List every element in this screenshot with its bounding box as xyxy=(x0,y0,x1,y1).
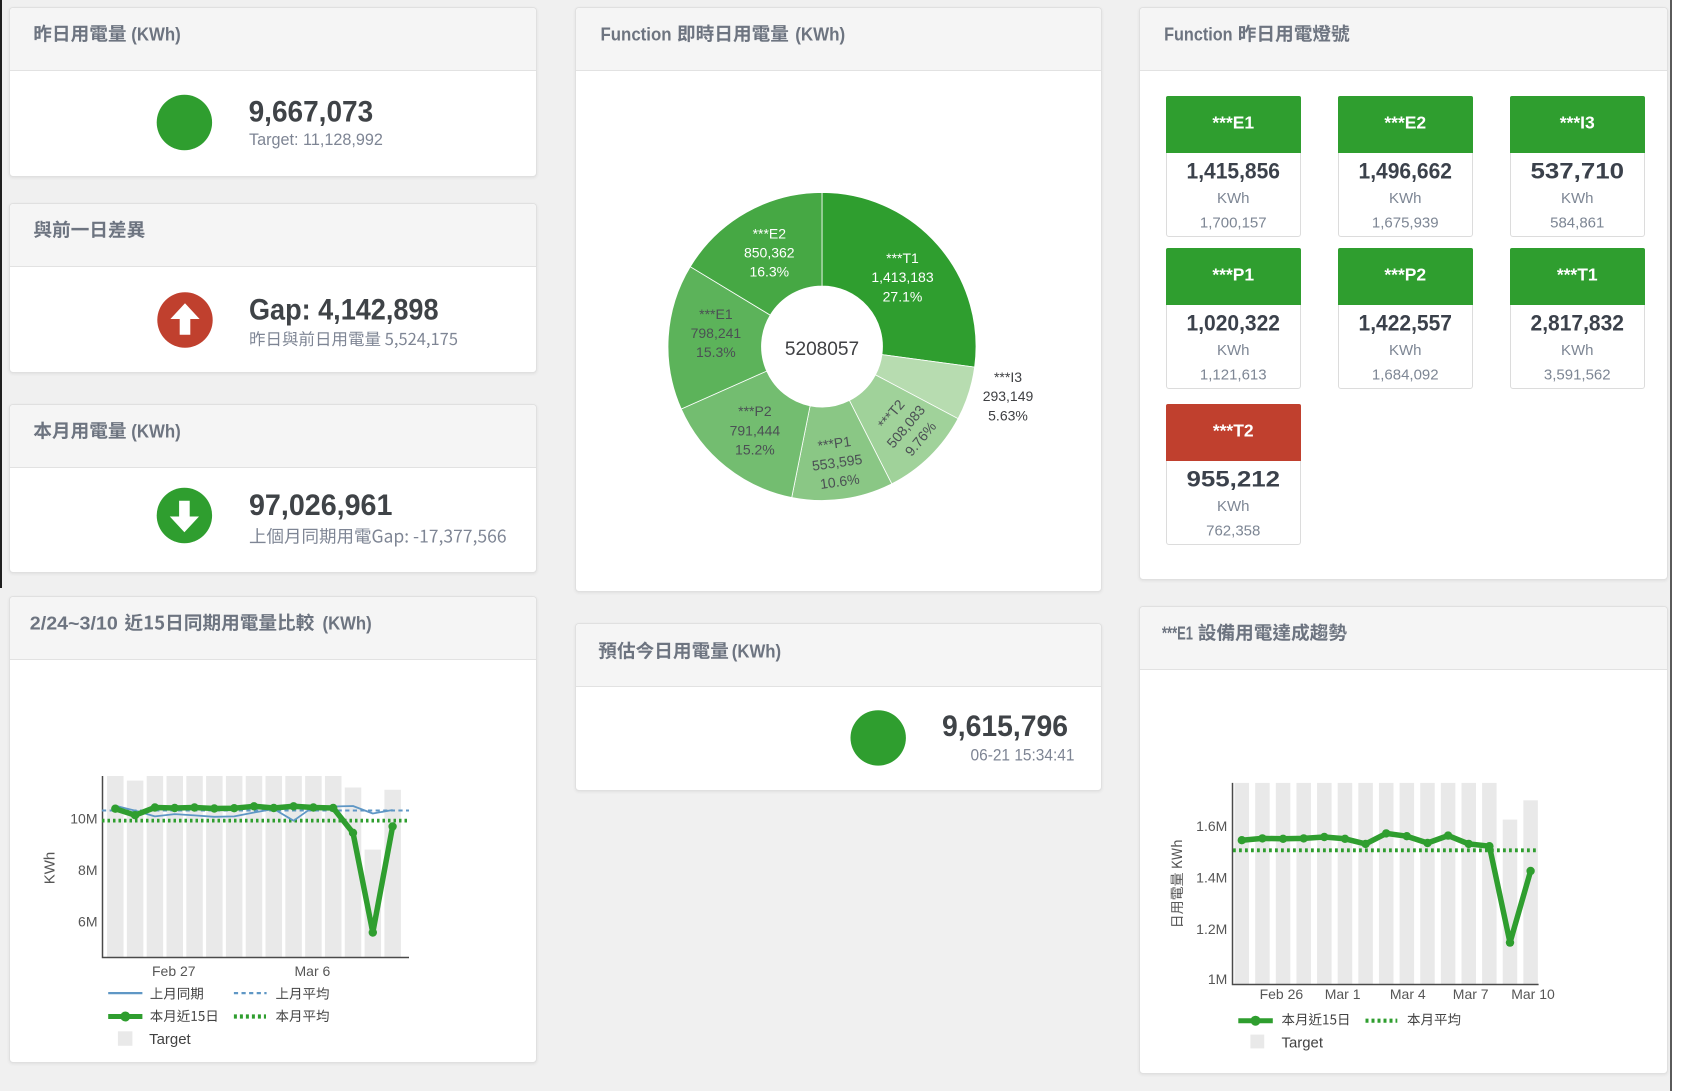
svg-text:1,684,092: 1,684,092 xyxy=(1372,366,1439,383)
svg-text:KWh: KWh xyxy=(1389,342,1422,359)
svg-text:Mar 6: Mar 6 xyxy=(295,963,331,979)
svg-text:1,422,557: 1,422,557 xyxy=(1359,311,1453,336)
svg-text:KWh: KWh xyxy=(1217,342,1250,359)
svg-text:(KWh): (KWh) xyxy=(323,613,372,633)
svg-text:6M: 6M xyxy=(78,914,97,930)
svg-text:***E2: ***E2 xyxy=(1384,113,1426,133)
svg-text:Mar 7: Mar 7 xyxy=(1453,986,1489,1002)
svg-text:10.6%: 10.6% xyxy=(819,471,861,492)
svg-text:293,149: 293,149 xyxy=(983,388,1034,404)
svg-text:2,817,832: 2,817,832 xyxy=(1531,311,1625,336)
svg-text:1.6M: 1.6M xyxy=(1196,818,1227,834)
svg-text:850,362: 850,362 xyxy=(744,245,795,261)
svg-text:Mar 1: Mar 1 xyxy=(1325,986,1361,1002)
svg-text:1,020,322: 1,020,322 xyxy=(1187,311,1281,336)
svg-text:Target: Target xyxy=(1282,1035,1324,1052)
svg-text:3,591,562: 3,591,562 xyxy=(1544,366,1611,383)
svg-text:***P2: ***P2 xyxy=(738,403,772,419)
svg-text:***P1: ***P1 xyxy=(817,433,853,454)
svg-text:KWh: KWh xyxy=(1217,498,1250,515)
svg-text:KWh: KWh xyxy=(1217,190,1250,207)
svg-text:1,415,856: 1,415,856 xyxy=(1187,159,1281,184)
svg-text:15.2%: 15.2% xyxy=(735,442,775,458)
svg-text:9,667,073: 9,667,073 xyxy=(249,95,374,128)
svg-text:537,710: 537,710 xyxy=(1531,159,1625,184)
svg-text:584,861: 584,861 xyxy=(1550,214,1604,231)
svg-text:15.3%: 15.3% xyxy=(696,344,736,360)
svg-text:***T1: ***T1 xyxy=(1557,265,1598,285)
svg-text:(KWh): (KWh) xyxy=(732,642,781,662)
svg-text:1,413,183: 1,413,183 xyxy=(871,269,933,285)
svg-text:1,700,157: 1,700,157 xyxy=(1200,214,1267,231)
svg-text:1.2M: 1.2M xyxy=(1196,921,1227,937)
svg-text:***I3: ***I3 xyxy=(1560,113,1595,133)
svg-text:06-21 15:34:41: 06-21 15:34:41 xyxy=(971,746,1075,765)
svg-text:KWh: KWh xyxy=(1561,342,1594,359)
svg-text:Target: Target xyxy=(149,1031,191,1048)
svg-text:KWh: KWh xyxy=(1389,190,1422,207)
svg-text:(KWh): (KWh) xyxy=(131,421,181,441)
svg-text:762,358: 762,358 xyxy=(1206,522,1260,539)
svg-text:Target: 11,128,992: Target: 11,128,992 xyxy=(249,130,383,149)
svg-text:1M: 1M xyxy=(1208,971,1227,987)
svg-text:8M: 8M xyxy=(78,862,97,878)
svg-text:***T1: ***T1 xyxy=(886,250,919,266)
svg-text:5.63%: 5.63% xyxy=(988,407,1028,423)
svg-text:***P2: ***P2 xyxy=(1384,265,1426,285)
svg-text:(KWh): (KWh) xyxy=(795,24,845,44)
svg-text:***E2: ***E2 xyxy=(753,225,787,241)
svg-text:Function: Function xyxy=(1164,24,1233,44)
svg-text:Function: Function xyxy=(601,24,672,44)
svg-text:2/24~3/10: 2/24~3/10 xyxy=(30,613,118,633)
svg-text:5208057: 5208057 xyxy=(785,338,859,360)
svg-text:Gap: 4,142,898: Gap: 4,142,898 xyxy=(249,294,439,327)
svg-text:***I3: ***I3 xyxy=(994,369,1022,385)
svg-text:10M: 10M xyxy=(70,810,97,826)
svg-text:Mar 4: Mar 4 xyxy=(1390,986,1426,1002)
svg-text:1.4M: 1.4M xyxy=(1196,870,1227,886)
svg-text:***P1: ***P1 xyxy=(1212,265,1254,285)
svg-text:1,121,613: 1,121,613 xyxy=(1200,366,1267,383)
svg-text:1,496,662: 1,496,662 xyxy=(1359,159,1453,184)
svg-text:Feb 26: Feb 26 xyxy=(1260,986,1304,1002)
svg-text:9,615,796: 9,615,796 xyxy=(942,710,1068,743)
svg-text:***E1: ***E1 xyxy=(1212,113,1254,133)
svg-text:***E1: ***E1 xyxy=(1162,623,1193,643)
svg-text:KWh: KWh xyxy=(1561,190,1594,207)
svg-text:(KWh): (KWh) xyxy=(131,24,181,44)
svg-text:97,026,961: 97,026,961 xyxy=(249,489,392,522)
svg-text:***T2: ***T2 xyxy=(1213,421,1254,441)
svg-text:553,595: 553,595 xyxy=(811,451,864,474)
svg-text:Mar 10: Mar 10 xyxy=(1511,986,1555,1002)
svg-text:27.1%: 27.1% xyxy=(883,288,923,304)
svg-text:KWh: KWh xyxy=(42,852,59,885)
svg-text:798,241: 798,241 xyxy=(691,325,742,341)
svg-text:Feb 27: Feb 27 xyxy=(152,963,196,979)
svg-text:***E1: ***E1 xyxy=(699,306,733,322)
svg-text:955,212: 955,212 xyxy=(1187,467,1281,492)
svg-text:791,444: 791,444 xyxy=(730,422,781,438)
svg-text:16.3%: 16.3% xyxy=(749,264,789,280)
svg-text:1,675,939: 1,675,939 xyxy=(1372,214,1439,231)
